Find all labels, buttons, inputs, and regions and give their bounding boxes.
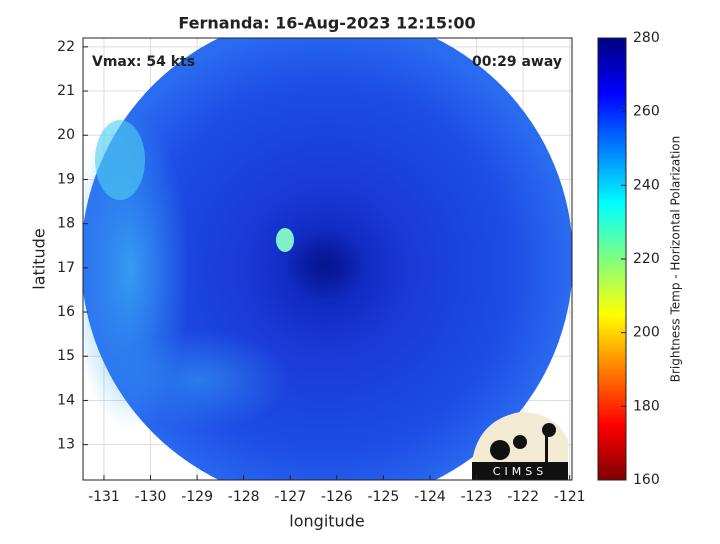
chart-title: Fernanda: 16-Aug-2023 12:15:00 [178, 14, 475, 33]
satellite-image [83, 38, 572, 480]
x-tick-label: -129 [181, 489, 213, 505]
colorbar-tick-label: 280 [633, 30, 660, 46]
y-tick-label: 19 [57, 171, 75, 187]
y-tick-label: 13 [57, 437, 75, 453]
x-tick-label: -124 [414, 489, 446, 505]
y-tick-label: 15 [57, 348, 75, 364]
x-tick-label: -128 [228, 489, 260, 505]
y-tick-label: 20 [57, 127, 75, 143]
y-tick-label: 21 [57, 83, 75, 99]
colorbar-tick-label: 180 [633, 398, 660, 414]
x-tick-label: -121 [554, 489, 586, 505]
x-tick-label: -126 [321, 489, 353, 505]
colorbar-tick-label: 220 [633, 251, 660, 267]
x-tick-label: -123 [461, 489, 493, 505]
x-tick-label: -127 [274, 489, 306, 505]
colorbar-label: Brightness Temp - Horizontal Polarizatio… [669, 136, 683, 383]
colorbar-tick-label: 240 [633, 177, 660, 193]
x-tick-label: -125 [367, 489, 399, 505]
colorbar-tick-label: 200 [633, 325, 660, 341]
x-tick-label: -130 [135, 489, 167, 505]
plot-frame [82, 37, 573, 481]
y-tick-label: 14 [57, 392, 75, 408]
annotation: 00:29 away [472, 54, 562, 70]
annotation: Vmax: 54 kts [92, 54, 195, 70]
y-tick-label: 17 [57, 260, 75, 276]
logo-text: CIMSS [493, 465, 547, 478]
y-tick-label: 22 [57, 39, 75, 55]
y-tick-label: 16 [57, 304, 75, 320]
colorbar-tick-label: 160 [633, 472, 660, 488]
colorbar-tick-label: 260 [633, 104, 660, 120]
logo: CIMSS [472, 412, 568, 480]
x-tick-label: -131 [88, 489, 120, 505]
y-tick-label: 18 [57, 216, 75, 232]
x-axis-label: longitude [289, 512, 364, 531]
y-axis-label: latitude [30, 228, 49, 289]
x-tick-label: -122 [507, 489, 539, 505]
